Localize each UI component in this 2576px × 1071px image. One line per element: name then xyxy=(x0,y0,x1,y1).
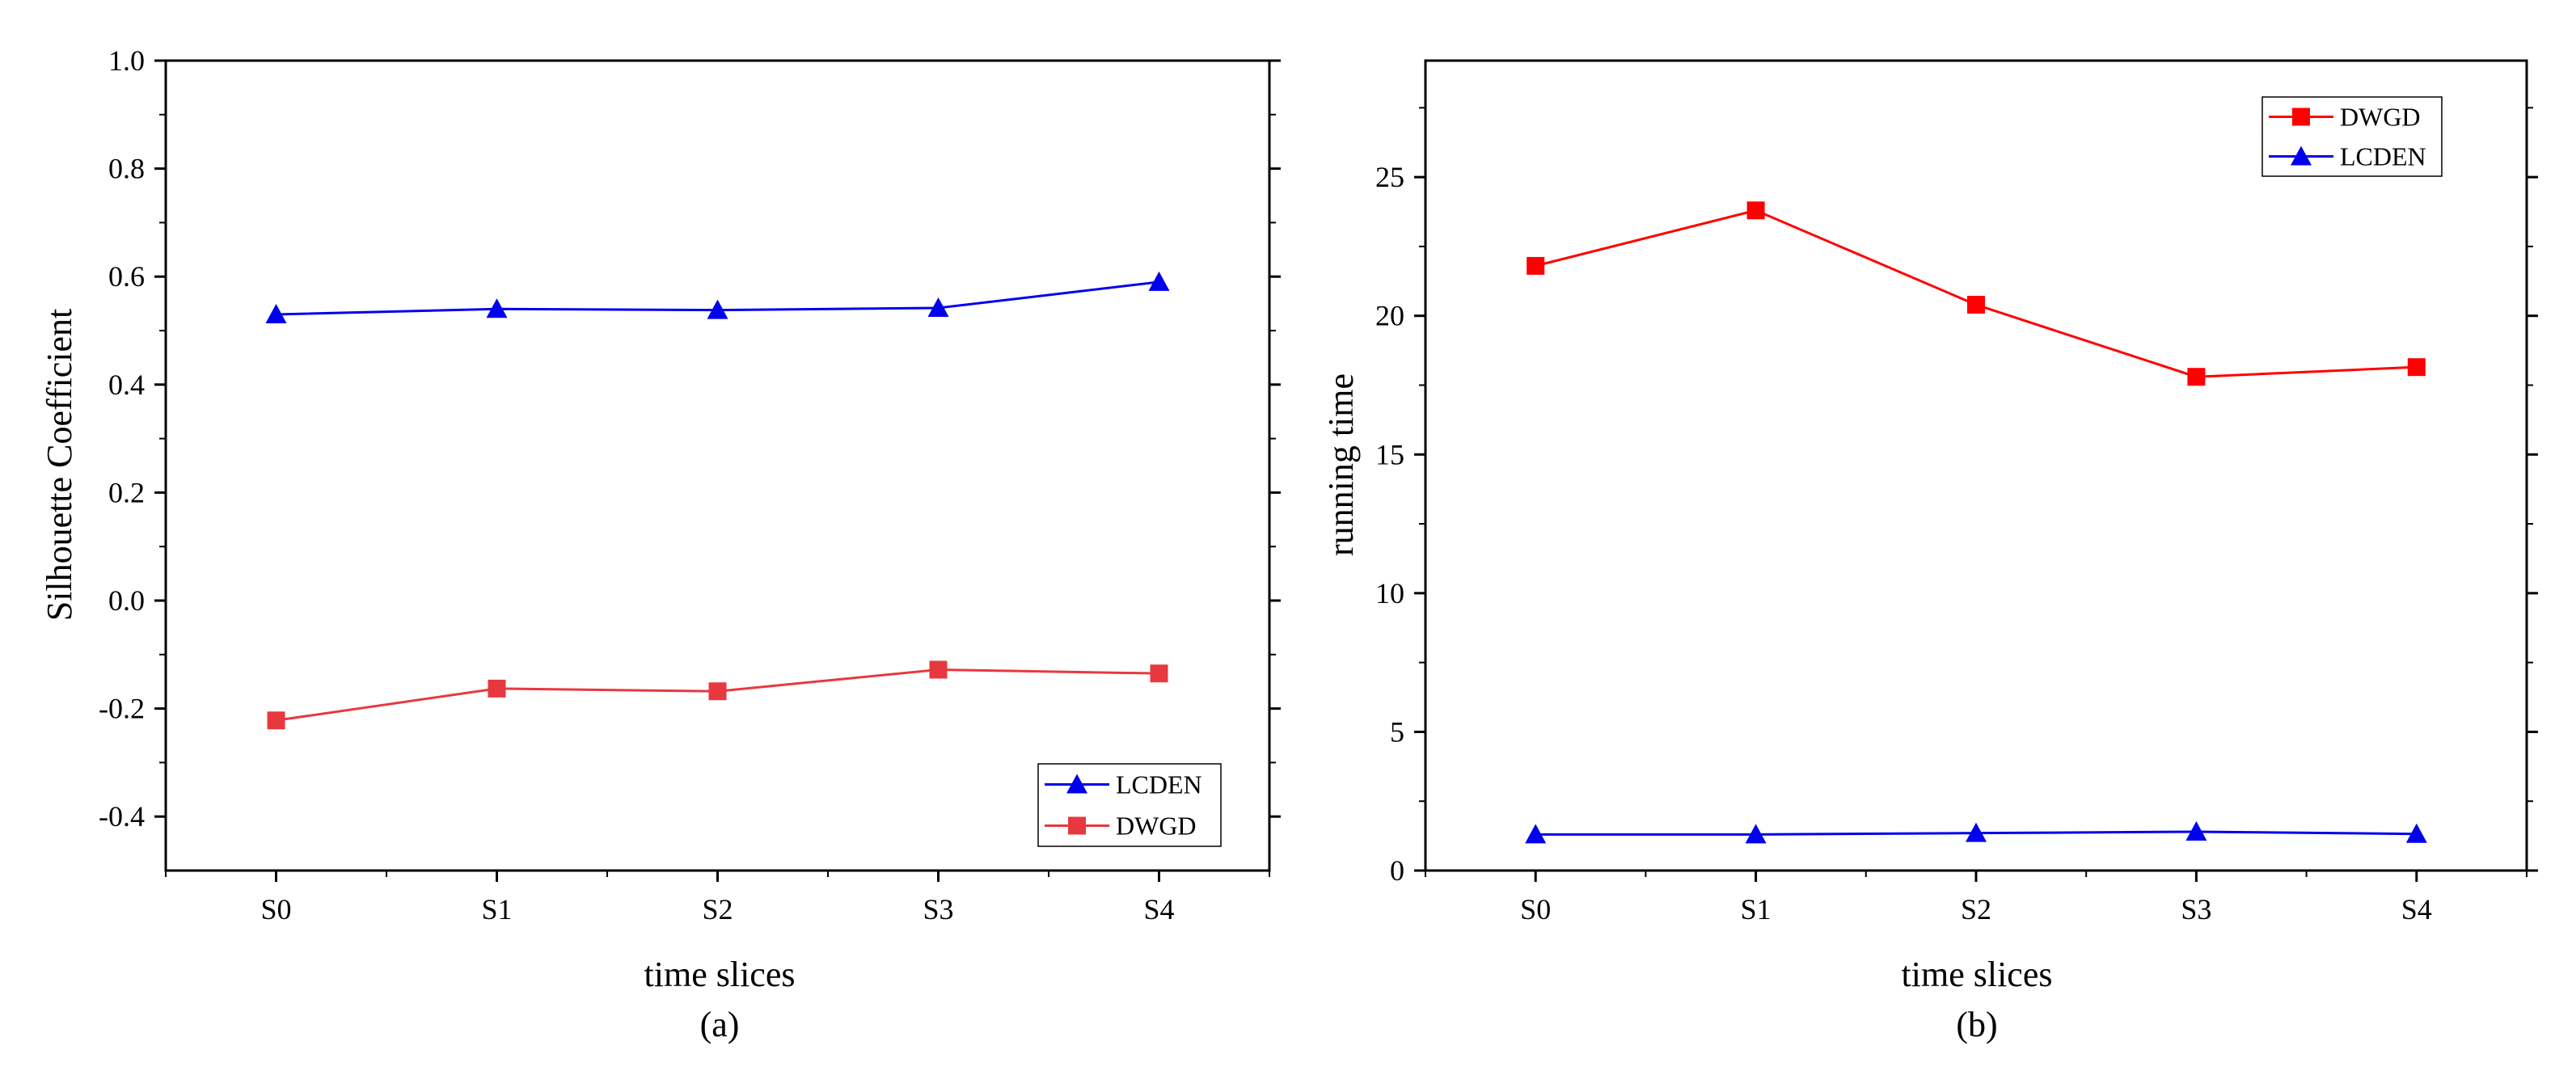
chart-b-legend-dwgd-label: DWGD xyxy=(2340,103,2421,132)
chart-b-legend-lcden-label: LCDEN xyxy=(2340,142,2426,171)
chart-b-lcden-point xyxy=(2405,823,2427,843)
chart-a-legend-dwgd-marker xyxy=(1068,816,1086,835)
chart-b-xtick-label: S1 xyxy=(1741,893,1772,926)
chart-a-caption: (a) xyxy=(700,1005,740,1044)
chart-a-ytick-label: 0.2 xyxy=(108,476,145,508)
chart-b-legend-dwgd-marker xyxy=(2292,108,2310,126)
chart-a-dwgd-point xyxy=(708,682,727,701)
chart-b-dwgd-line xyxy=(1535,209,2417,378)
chart-a-ytick-label: 0.4 xyxy=(108,369,145,401)
chart-a-xtick-label: S0 xyxy=(260,893,291,926)
chart-b-xtick-label: S3 xyxy=(2181,893,2211,926)
chart-b-caption: (b) xyxy=(1956,1005,1997,1044)
chart-b-lcden-point xyxy=(1966,822,1987,842)
chart-b-xtick-label: S2 xyxy=(1961,893,1991,926)
chart-a-xtick-label: S4 xyxy=(1143,893,1174,926)
chart-a-lcden-point xyxy=(486,298,508,318)
chart-a-dwgd-point xyxy=(267,711,285,730)
chart-a-legend-lcden-marker xyxy=(1066,774,1087,794)
chart-b-xtick-label: S0 xyxy=(1520,893,1551,926)
chart-a-lcden-point xyxy=(707,299,728,319)
chart-b-dwgd-point xyxy=(1967,295,1985,314)
chart-a-dwgd-point xyxy=(488,679,506,698)
chart-b: running time time slices (b) 0 5 10 15 20 25 S… xyxy=(1321,59,2538,1044)
chart-a-ytick-label: 0.8 xyxy=(108,153,145,185)
chart-a-ytick-label: -0.2 xyxy=(99,693,145,725)
chart-a-legend-lcden-label: LCDEN xyxy=(1116,770,1202,799)
chart-a-xtick-label: S3 xyxy=(923,893,953,926)
chart-a-ytick-label: 0.6 xyxy=(108,260,145,293)
chart-a: Silhouette Coefficient time slices (a) -… xyxy=(40,44,1281,1044)
chart-b-dwgd-point xyxy=(1527,256,1545,275)
chart-a-ytick-label: -0.4 xyxy=(99,800,145,833)
chart-a-xlabel: time slices xyxy=(644,955,796,994)
chart-b-lcden-point xyxy=(2185,820,2207,841)
chart-b-dwgd-point xyxy=(2407,358,2426,377)
chart-a-ylabel: Silhouette Coefficient xyxy=(40,309,79,622)
chart-a-frame xyxy=(164,59,1271,872)
chart-b-plot: 0 5 10 15 20 25 S0 S1 S2 S3 S4 DWGD LCDEN xyxy=(1375,59,2538,926)
chart-b-lcden-point xyxy=(1745,824,1767,844)
chart-b-dwgd-point xyxy=(2187,368,2206,386)
chart-a-xtick-label: S1 xyxy=(481,893,512,926)
chart-a-ytick-label: 1.0 xyxy=(108,44,145,77)
chart-b-ytick-label: 5 xyxy=(1390,715,1404,748)
chart-a-dwgd-point xyxy=(929,660,948,679)
chart-a-lcden-point xyxy=(265,303,287,323)
chart-b-dwgd-point xyxy=(1746,201,1765,220)
chart-b-ytick-label: 0 xyxy=(1390,854,1404,887)
chart-a-lcden-point xyxy=(1148,271,1170,291)
chart-b-xlabel: time slices xyxy=(1902,955,2053,994)
chart-a-dwgd-point xyxy=(1150,664,1168,683)
chart-b-lcden-point xyxy=(1525,824,1547,844)
chart-b-xtick-label: S4 xyxy=(2401,893,2432,926)
chart-a-lcden-point xyxy=(927,297,949,317)
chart-b-ytick-label: 25 xyxy=(1375,161,1404,193)
chart-b-ytick-label: 15 xyxy=(1375,438,1404,470)
chart-a-ytick-label: 0.0 xyxy=(108,584,145,617)
chart-a-xtick-label: S2 xyxy=(702,893,733,926)
chart-b-frame xyxy=(1424,59,2528,872)
chart-a-legend-dwgd-label: DWGD xyxy=(1116,812,1197,841)
chart-b-ytick-label: 20 xyxy=(1375,300,1404,332)
chart-b-ylabel: running time xyxy=(1321,373,1361,556)
chart-b-legend-lcden-marker xyxy=(2291,145,2312,166)
chart-b-ytick-label: 10 xyxy=(1375,577,1404,609)
chart-a-plot: -0.4 -0.2 0.0 0.2 0.4 0.6 0.8 1.0 S0 S1 S2 S3 S4 LCDE… xyxy=(99,44,1281,926)
